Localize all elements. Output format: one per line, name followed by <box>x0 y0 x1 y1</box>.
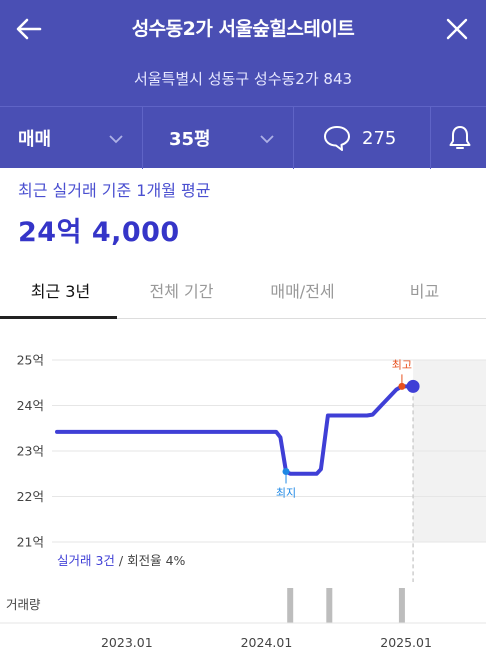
alarm-button[interactable] <box>431 107 486 169</box>
trade-type-label: 매매 <box>18 129 52 150</box>
tab-all-period[interactable]: 전체 기간 <box>149 282 214 301</box>
y-tick-label: 21억 <box>17 535 44 550</box>
chevron-down-icon <box>260 135 274 144</box>
trade-type-dropdown[interactable]: 매매 <box>0 107 143 169</box>
max-price-marker <box>398 382 406 390</box>
y-tick-label: 22억 <box>17 489 44 504</box>
bell-icon <box>449 126 471 149</box>
x-tick-label: 2025.01 <box>380 635 432 650</box>
size-label: 35평 <box>169 129 211 150</box>
active-tab-indicator <box>0 316 117 319</box>
x-tick-label: 2024.01 <box>241 635 293 650</box>
tab-recent-3-years[interactable]: 최근 3년 <box>30 282 91 301</box>
volume-bar <box>398 588 405 623</box>
min-price-label: 최지 <box>276 486 296 499</box>
current-price-point[interactable] <box>406 379 420 393</box>
comments-button[interactable]: 275 <box>294 107 431 169</box>
average-price: 24억 4,000 <box>18 217 180 248</box>
turnover-rate: / 회전율 4% <box>115 553 186 568</box>
apartment-title: 성수동2가 서울숲힐스테이트 <box>131 18 355 40</box>
min-price-marker <box>282 467 290 475</box>
address: 서울특별시 성동구 성수동2가 843 <box>133 70 353 88</box>
trade-count: 실거래 3건 <box>57 553 115 568</box>
close-x-icon[interactable] <box>442 14 472 44</box>
speech-bubble-icon <box>324 126 350 151</box>
y-tick-label: 24억 <box>17 398 44 413</box>
period-tabs: 최근 3년 전체 기간 매매/전세 비교 <box>0 262 486 319</box>
summary-label: 최근 실거래 기준 1개월 평균 <box>18 181 211 200</box>
y-tick-label: 23억 <box>17 444 44 459</box>
chevron-down-icon <box>109 135 123 144</box>
volume-bar <box>287 588 294 623</box>
size-dropdown[interactable]: 35평 <box>143 107 294 169</box>
tab-compare[interactable]: 비교 <box>409 282 440 301</box>
max-price-label: 최고 <box>392 358 412 371</box>
header: 성수동2가 서울숲힐스테이트 서울특별시 성동구 성수동2가 843 매매 35… <box>0 0 486 169</box>
trade-summary: 실거래 3건 / 회전율 4% <box>57 553 186 568</box>
tab-sale-jeonse[interactable]: 매매/전세 <box>270 282 335 301</box>
price-chart[interactable]: 25억 24억 23억 22억 21억 최지 최고 실거래 3건 / 회전율 4% 거래… <box>0 320 486 658</box>
price-series-line <box>55 384 416 476</box>
filter-bar: 매매 35평 275 <box>0 106 486 169</box>
arrow-left-icon[interactable] <box>14 14 44 44</box>
volume-bar <box>326 588 333 623</box>
comment-count: 275 <box>362 127 397 149</box>
y-tick-label: 25억 <box>17 353 44 368</box>
x-tick-label: 2023.01 <box>101 635 153 650</box>
volume-label: 거래량 <box>6 597 41 612</box>
